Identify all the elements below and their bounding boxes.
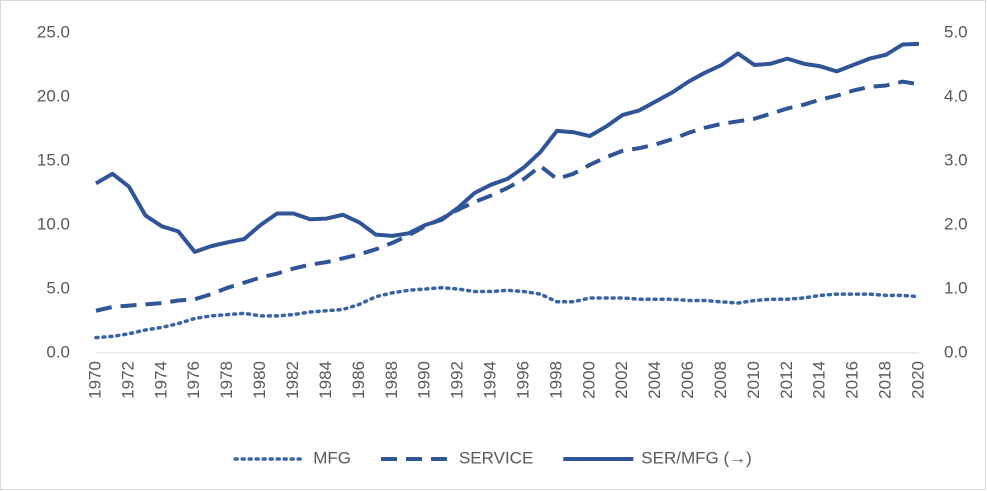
x-tick-label: 1976 <box>184 361 203 399</box>
y2-tick-label: 3.0 <box>944 150 968 169</box>
x-tick-label: 2014 <box>810 361 829 399</box>
y-tick-label: 0.0 <box>46 342 70 361</box>
x-tick-label: 1994 <box>481 361 500 399</box>
x-tick-label: 2002 <box>612 361 631 399</box>
x-tick-label: 1996 <box>513 361 532 399</box>
x-tick-label: 1980 <box>250 361 269 399</box>
x-tick-label: 1984 <box>316 361 335 399</box>
legend-label: SER/MFG (→) <box>641 448 752 467</box>
x-tick-label: 2006 <box>678 361 697 399</box>
series-line <box>94 285 921 340</box>
y-tick-label: 25.0 <box>37 22 70 41</box>
x-tick-label: 1974 <box>151 361 170 399</box>
x-tick-label: 2000 <box>579 361 598 399</box>
x-tick-label: 2020 <box>908 361 927 399</box>
y-tick-label: 10.0 <box>37 214 70 233</box>
x-tick-label: 1982 <box>283 361 302 399</box>
y2-tick-label: 4.0 <box>944 86 968 105</box>
legend-label: MFG <box>313 448 351 467</box>
x-tick-label: 2012 <box>777 361 796 399</box>
x-tick-label: 1986 <box>349 361 368 399</box>
y2-tick-label: 1.0 <box>944 278 968 297</box>
series-line <box>95 79 920 313</box>
x-tick-label: 1990 <box>415 361 434 399</box>
y-tick-label: 5.0 <box>46 278 70 297</box>
x-tick-label: 1978 <box>217 361 236 399</box>
y2-tick-label: 0.0 <box>944 342 968 361</box>
series-line <box>94 41 920 254</box>
x-tick-label: 1988 <box>382 361 401 399</box>
x-tick-label: 2008 <box>711 361 730 399</box>
y2-tick-label: 2.0 <box>944 214 968 233</box>
y-tick-label: 15.0 <box>37 150 70 169</box>
x-tick-label: 1998 <box>546 361 565 399</box>
y-tick-label: 20.0 <box>37 86 70 105</box>
x-tick-label: 2010 <box>744 361 763 399</box>
x-tick-label: 2018 <box>876 361 895 399</box>
y2-tick-label: 5.0 <box>944 22 968 41</box>
x-tick-label: 2016 <box>843 361 862 399</box>
x-tick-label: 1992 <box>448 361 467 399</box>
x-tick-label: 2004 <box>645 361 664 399</box>
x-tick-label: 1972 <box>118 361 137 399</box>
legend-label: SERVICE <box>459 448 533 467</box>
x-tick-label: 1970 <box>85 361 104 399</box>
